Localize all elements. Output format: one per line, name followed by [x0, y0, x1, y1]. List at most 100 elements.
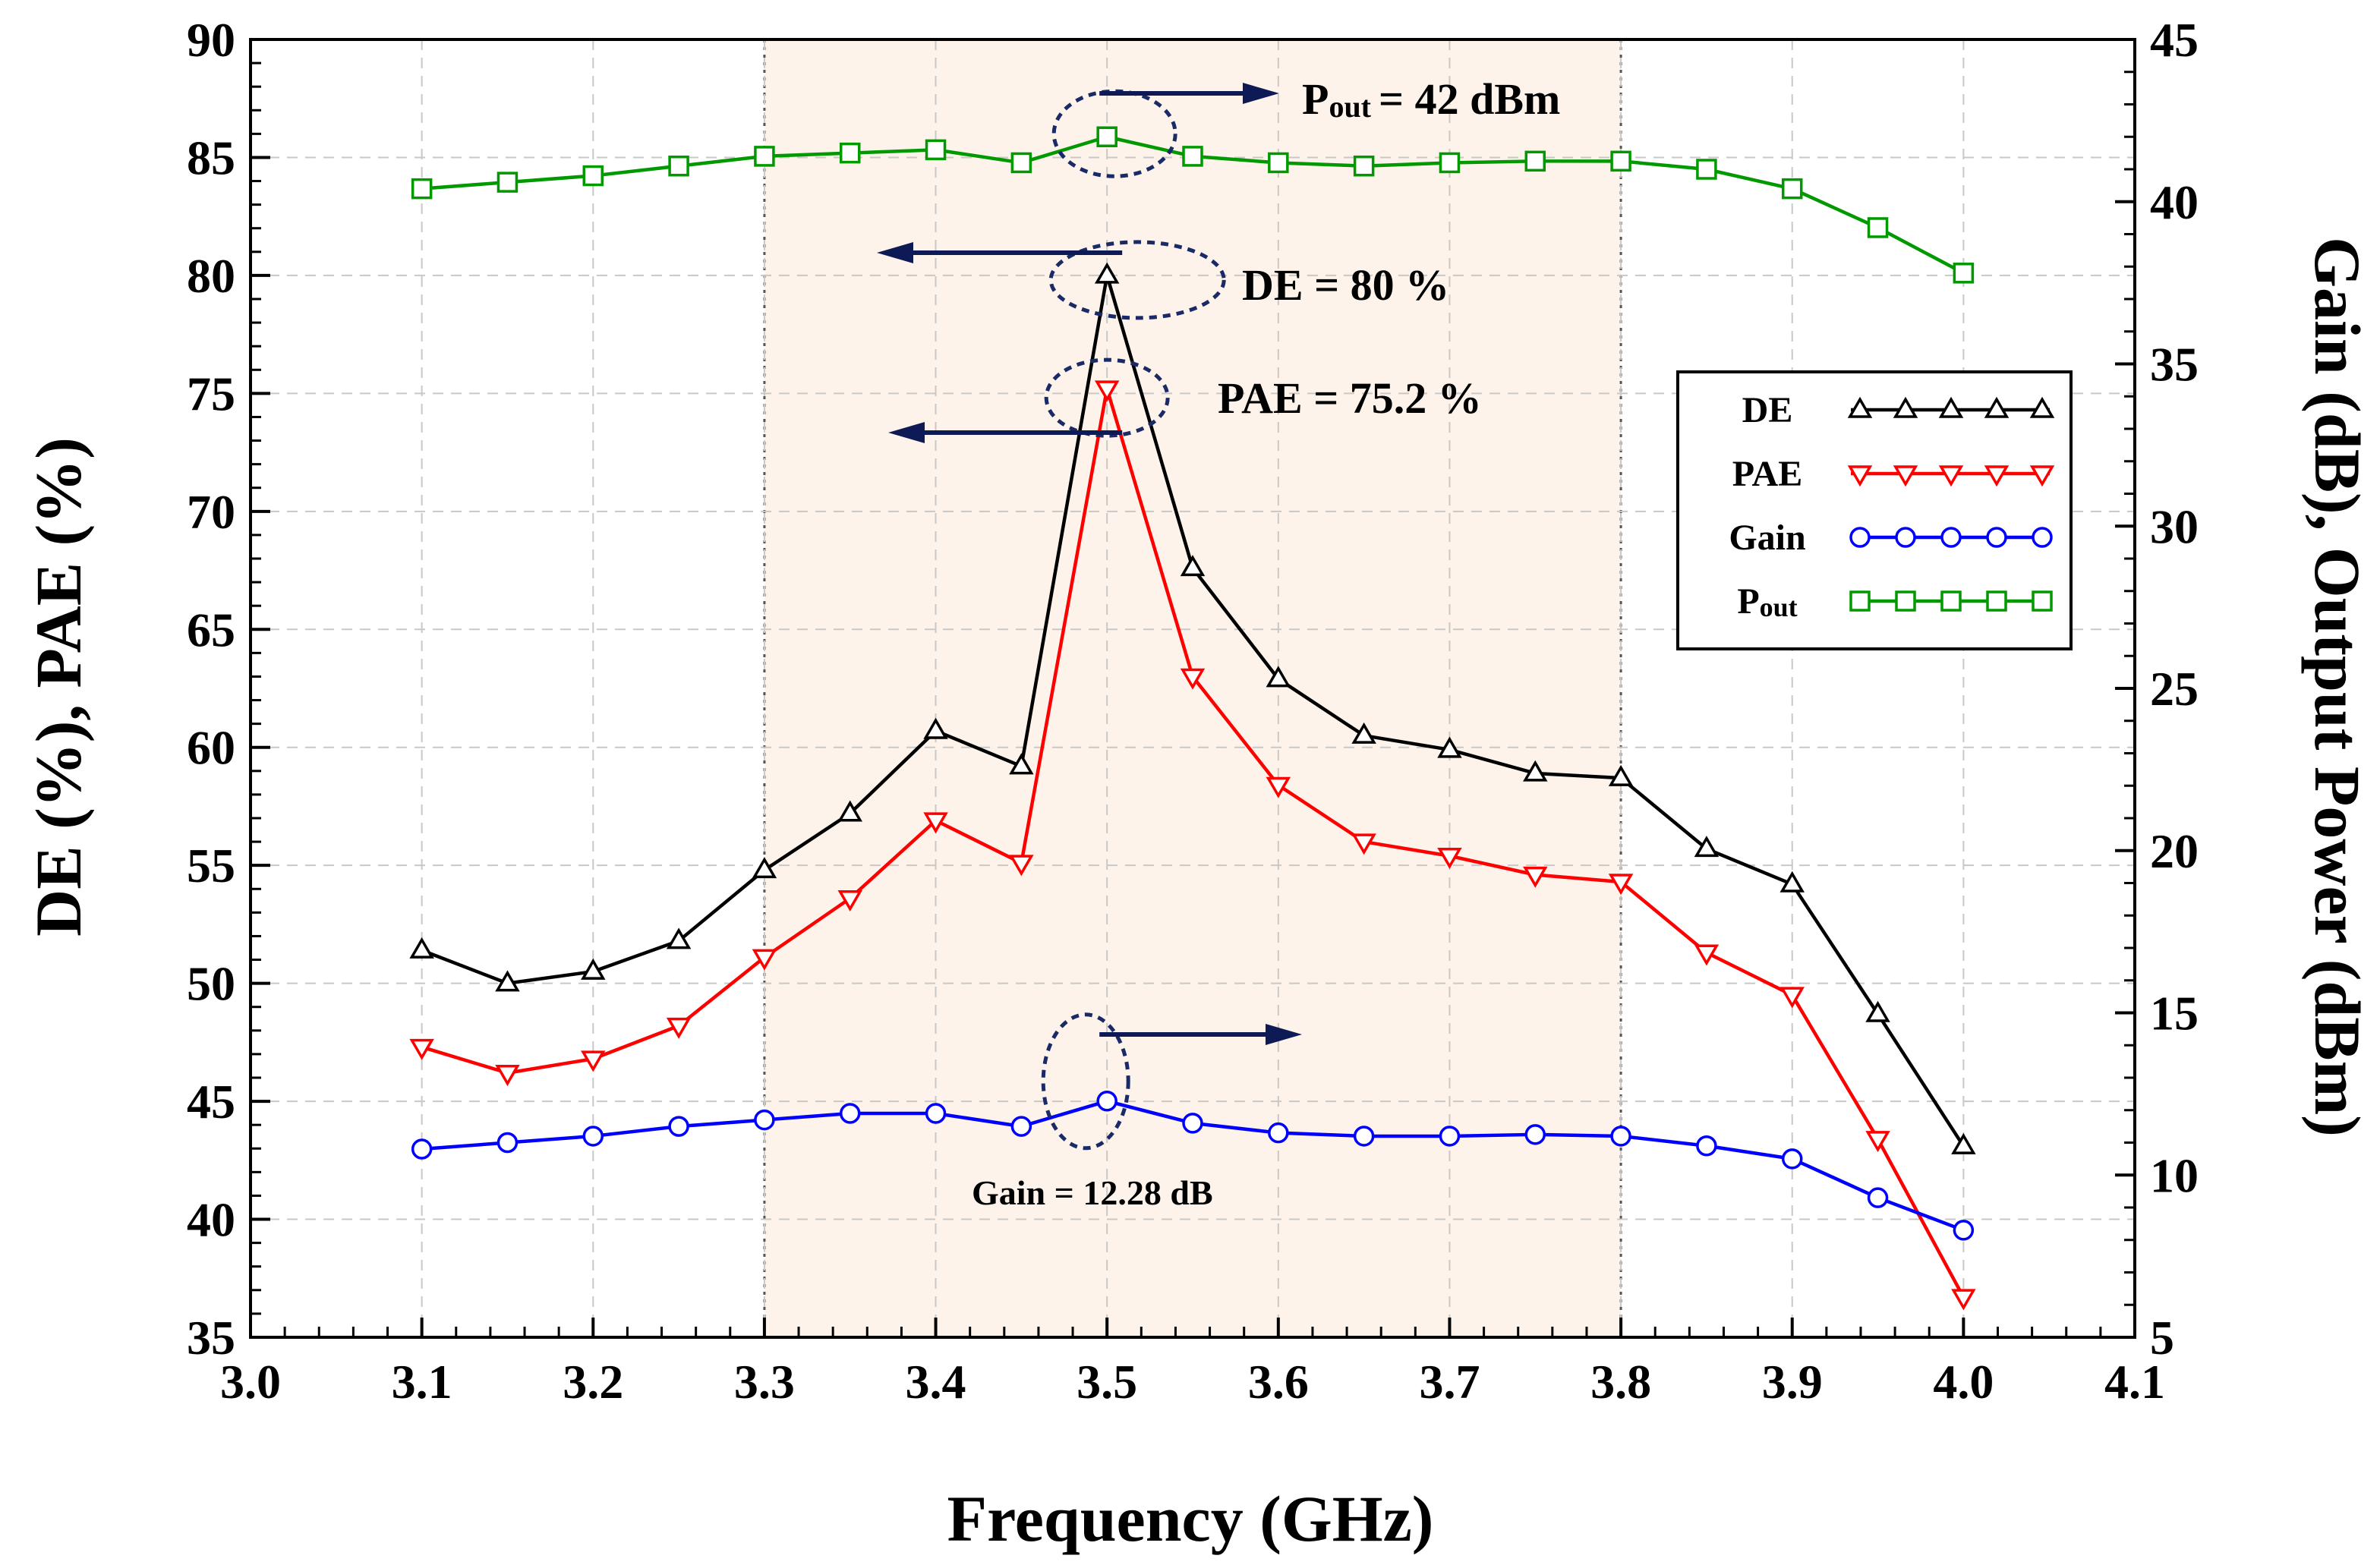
- y-left-tick-label: 70: [187, 485, 235, 539]
- legend-marker-gain: [1986, 527, 2007, 548]
- y-left-tick-label: 50: [187, 957, 235, 1011]
- data-point-pae: [1779, 987, 1805, 1009]
- legend-marker-pout: [1940, 590, 1962, 612]
- y-left-tick-label: 75: [187, 367, 235, 420]
- x-tick-label: 4.0: [1933, 1355, 1994, 1409]
- legend-marker-de: [1938, 396, 1964, 418]
- data-point-pout: [1010, 152, 1032, 174]
- legend-marker-de: [1893, 396, 1918, 418]
- data-point-pout: [1781, 178, 1803, 200]
- data-point-pae: [1865, 1131, 1890, 1153]
- data-point-pae: [923, 812, 948, 834]
- y-left-tick-label: 40: [187, 1193, 235, 1247]
- data-point-gain: [1781, 1148, 1803, 1170]
- annotations: Pout = 42 dBm DE = 80 % PAE = 75.2 % Gain…: [877, 74, 1560, 1212]
- data-point-pout: [1439, 152, 1461, 174]
- legend-marker-pout: [1849, 590, 1871, 612]
- legend-marker-pout: [2032, 590, 2053, 612]
- data-point-pae: [1180, 668, 1206, 690]
- ellipse-gain: [1041, 1012, 1130, 1151]
- data-point-pout: [754, 146, 775, 167]
- ellipse-pout: [1051, 89, 1177, 178]
- data-point-gain: [1353, 1126, 1375, 1147]
- data-point-gain: [496, 1132, 519, 1154]
- x-tick-label: 4.1: [2104, 1355, 2165, 1409]
- y-right-tick-label: 40: [2150, 175, 2199, 229]
- data-point-de: [1437, 736, 1462, 758]
- data-point-pae: [837, 889, 862, 912]
- ticks: 3.0 3.1 3.2 3.3 3.4 3.5 3.6 3.7 3.8 3.9 4.0 4.1 35 40…: [187, 13, 2199, 1409]
- legend-marker-pae: [1938, 465, 1964, 487]
- y-right-tick-label: 15: [2150, 987, 2199, 1041]
- data-point-pae: [581, 1050, 606, 1072]
- y-axis-title-right: Gain (dB), Output Power (dBm): [2301, 237, 2374, 1137]
- data-point-de: [1779, 871, 1805, 893]
- legend-marker-pae: [1984, 465, 2010, 487]
- data-point-de: [666, 927, 692, 949]
- data-point-pae: [1608, 874, 1634, 896]
- legend-label-sub: out: [1760, 592, 1798, 622]
- legend-marker-de: [1847, 396, 1873, 418]
- annotation-de: DE = 80 %: [1242, 260, 1449, 310]
- arrow-de-head: [877, 242, 913, 263]
- x-tick-label: 3.5: [1077, 1355, 1137, 1409]
- data-point-pae: [1437, 847, 1462, 870]
- legend: DE PAE Gain Pout: [1676, 370, 2073, 650]
- y-axis-title-left: DE (%), PAE (%): [22, 437, 95, 937]
- legend-marker-pae: [1893, 465, 1918, 487]
- data-point-de: [837, 800, 862, 822]
- series: [409, 126, 1976, 1311]
- data-point-de: [1351, 722, 1376, 744]
- y-left-tick-label: 65: [187, 603, 235, 656]
- data-point-gain: [1268, 1122, 1289, 1144]
- x-tick-label: 3.4: [906, 1355, 966, 1409]
- data-point-gain: [754, 1109, 775, 1131]
- data-point-de: [1608, 764, 1634, 786]
- data-point-pout: [496, 172, 519, 193]
- data-point-de: [1951, 1132, 1976, 1154]
- data-point-pout: [1096, 126, 1117, 147]
- legend-marker-gain: [1849, 527, 1871, 548]
- legend-label-main: P: [1737, 581, 1759, 622]
- annotation-pae: PAE = 75.2 %: [1218, 373, 1482, 423]
- data-point-pout: [668, 155, 689, 177]
- data-point-gain: [925, 1103, 947, 1124]
- data-point-pae: [1009, 855, 1034, 877]
- data-point-pout: [1610, 150, 1631, 172]
- y-left-tick-label: 35: [187, 1311, 235, 1365]
- x-tick-label: 3.1: [392, 1355, 452, 1409]
- y-right-tick-label: 45: [2150, 13, 2199, 67]
- legend-label-pae: PAE: [1732, 454, 1802, 494]
- legend-marker-gain: [1940, 527, 1962, 548]
- legend-marker-de: [1984, 396, 2010, 418]
- x-axis-title: Frequency (GHz): [947, 1482, 1434, 1555]
- data-point-de: [495, 970, 520, 992]
- legend-marker-pae: [1847, 465, 1873, 487]
- y-right-tick-label: 35: [2150, 338, 2199, 392]
- legend-marker-gain: [2032, 527, 2053, 548]
- data-point-de: [923, 717, 948, 739]
- x-tick-label: 3.0: [220, 1355, 281, 1409]
- data-point-pae: [1266, 776, 1291, 798]
- arrow-pout-head: [1243, 83, 1279, 104]
- data-point-de: [1094, 262, 1120, 284]
- data-point-gain: [668, 1116, 689, 1137]
- legend-marker-pae: [2029, 465, 2055, 487]
- y-right-tick-label: 30: [2150, 499, 2199, 553]
- y-left-tick-label: 60: [187, 721, 235, 775]
- ellipse-pae: [1044, 357, 1170, 438]
- y-right-tick-label: 25: [2150, 662, 2199, 716]
- data-point-pae: [495, 1065, 520, 1087]
- data-point-pae: [1523, 866, 1548, 888]
- data-point-gain: [839, 1103, 861, 1124]
- annotation-gain: Gain = 12.28 dB: [972, 1173, 1213, 1212]
- data-point-pout: [1953, 263, 1975, 284]
- data-point-de: [1694, 836, 1720, 858]
- data-point-pout: [411, 178, 433, 200]
- data-point-gain: [1867, 1187, 1889, 1208]
- legend-label-de: DE: [1742, 390, 1793, 430]
- data-point-de: [1523, 760, 1548, 782]
- data-point-de: [1180, 555, 1206, 577]
- data-point-pout: [1182, 146, 1203, 167]
- data-point-de: [752, 857, 777, 879]
